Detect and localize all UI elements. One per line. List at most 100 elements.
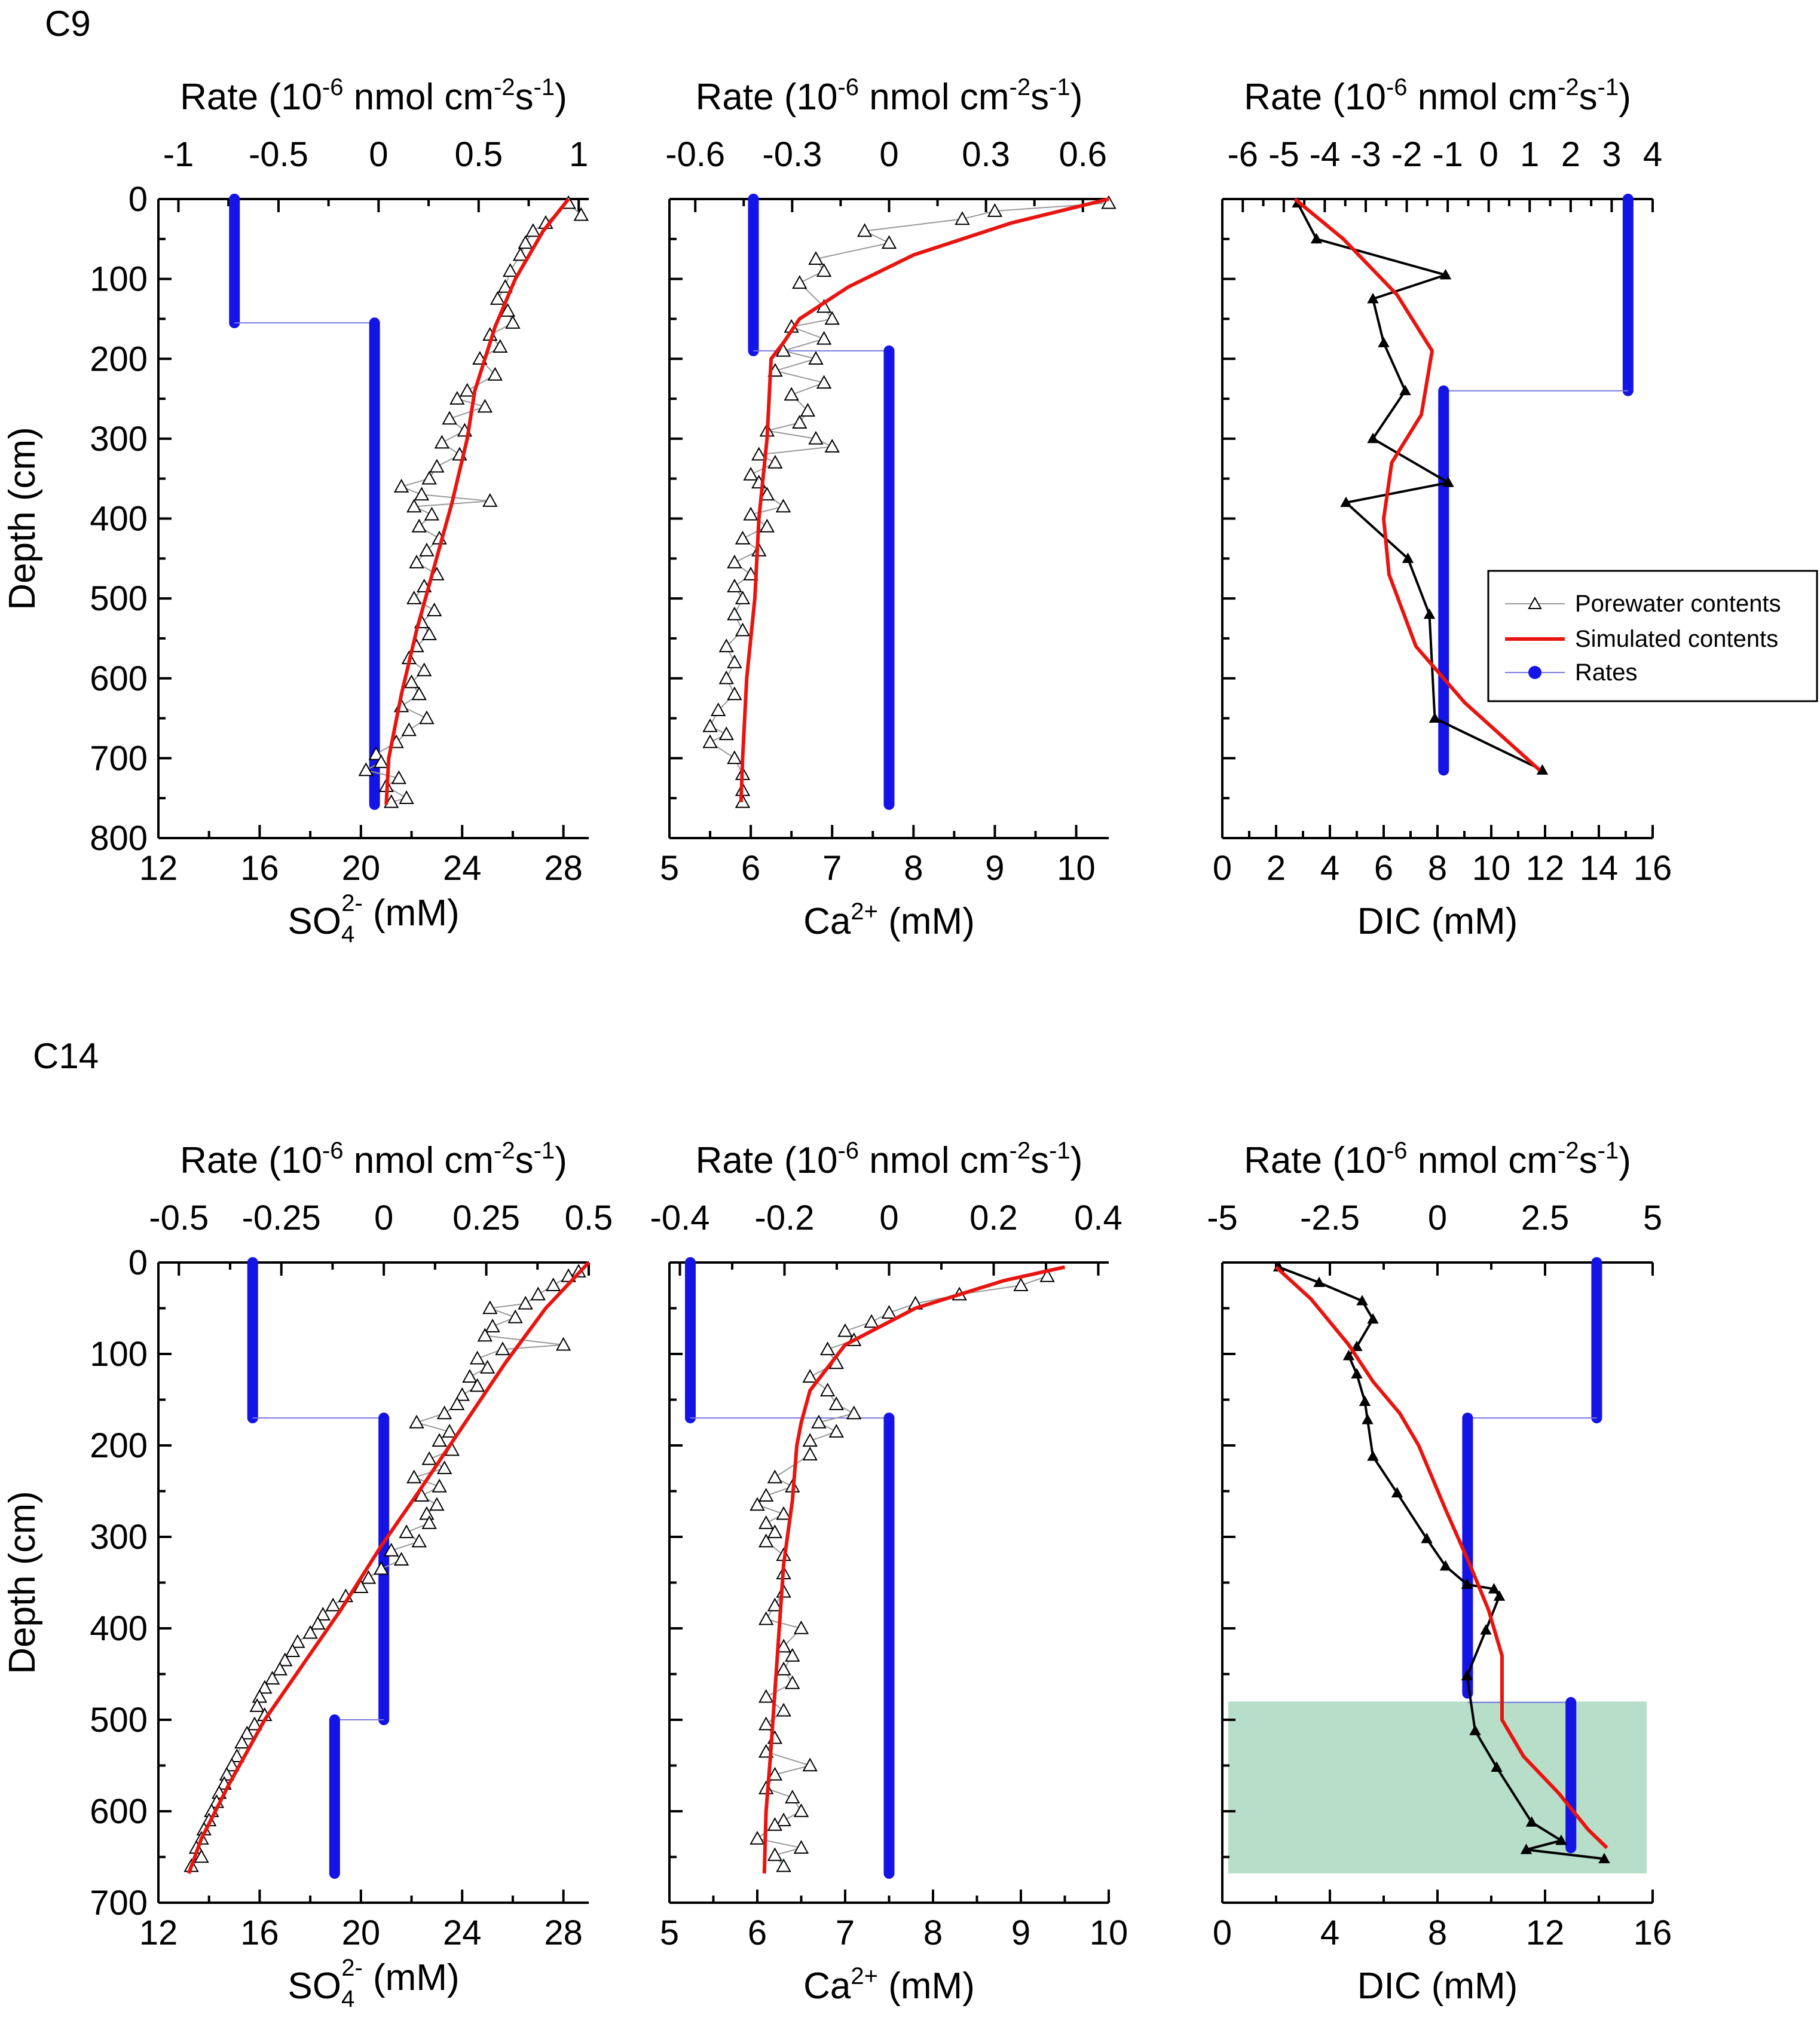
simulated-line (1274, 1265, 1608, 1850)
porewater-point (503, 263, 518, 277)
rate-tick-label: 0.2 (969, 1199, 1018, 1237)
porewater-line (755, 1276, 1048, 1867)
porewater-point (485, 1319, 500, 1332)
porewater-point (434, 435, 450, 449)
simulated-line (762, 1265, 1066, 1874)
simulated-line (384, 198, 570, 805)
porewater-point (462, 1369, 478, 1383)
rate-axis-title-part: ) (1070, 1140, 1083, 1181)
porewater-point (1442, 476, 1454, 487)
porewater-point (264, 1671, 280, 1685)
porewater-point (819, 1341, 836, 1356)
porewater-point (767, 454, 783, 469)
legend-porewater-label: Porewater contents (1575, 591, 1781, 617)
porewater-point (358, 762, 374, 777)
x-tick-label: 24 (443, 849, 482, 888)
rate-axis-title-part: nmol cm (344, 77, 494, 118)
simulated-line (187, 1261, 591, 1875)
panel-c14-so4: 0 100 200 300 400 500 600 700 Depth (cm) 12 16 20 24… (2, 1138, 613, 2012)
rate-tick-label: -0.2 (755, 1199, 815, 1237)
porewater-point (808, 430, 824, 445)
y-tick-label: 500 (90, 1701, 148, 1740)
porewater-point (512, 247, 528, 261)
x-axis-title-part: DIC (mM) (1357, 1965, 1518, 2007)
y-tick-label: 0 (129, 1243, 148, 1282)
rate-tick-label: 1 (569, 135, 588, 174)
porewater-point (247, 1716, 262, 1731)
porewater-point (460, 383, 475, 397)
x-axis-title-part: SO (287, 901, 341, 942)
porewater-point (1367, 292, 1379, 304)
porewater-point (776, 1702, 791, 1717)
rate-axis-title-part: -6 (837, 1138, 859, 1164)
x-axis-title-part: SO (287, 1965, 341, 2007)
rate-axis-title-part: s (1030, 77, 1049, 118)
porewater-point (285, 1643, 301, 1658)
x-tick-label: 20 (342, 849, 381, 888)
rate-tick-label: 0.5 (565, 1199, 613, 1237)
porewater-point (419, 1506, 435, 1520)
porewater-point (758, 1716, 774, 1731)
porewater-point (219, 1766, 235, 1781)
rate-axis-title-part: -1 (534, 74, 555, 100)
highlight-band (1228, 1701, 1647, 1874)
porewater-point (824, 311, 840, 325)
site-label-c14: C14 (33, 1036, 99, 1076)
porewater-point (449, 391, 465, 405)
y-tick-label: 300 (90, 420, 148, 458)
porewater-point (436, 1460, 452, 1475)
x-axis-title-part: Ca (803, 1965, 851, 2007)
porewater-point (735, 530, 751, 545)
rate-axis-title-part: nmol cm (1408, 1140, 1558, 1181)
porewater-point (1101, 195, 1117, 209)
rate-tick-label: 5 (1643, 1199, 1662, 1237)
porewater-point (411, 686, 427, 701)
y-tick-label: 700 (90, 739, 148, 778)
y-tick-label: 400 (90, 500, 148, 539)
porewater-point (793, 1803, 809, 1817)
rate-axis-title-part: nmol cm (859, 77, 1009, 118)
rate-axis-title-part: ) (1619, 1140, 1631, 1181)
porewater-point (735, 622, 751, 637)
rate-tick-label: 1 (1520, 135, 1539, 174)
rate-tick-label: -1 (1432, 135, 1463, 174)
porewater-point (426, 603, 442, 616)
porewater-point (727, 554, 742, 568)
rate-axis-title: Rate (10-6 nmol cm-2s-1) (180, 1138, 567, 1181)
x-axis-title-part: DIC (mM) (1357, 901, 1518, 942)
porewater-point (802, 1433, 818, 1447)
rate-tick-label: 3 (1602, 135, 1621, 174)
rate-axis-title-part: Rate (10 (696, 1140, 838, 1181)
porewater-point (816, 263, 832, 277)
porewater-point (1525, 1816, 1538, 1827)
porewater-point (816, 375, 832, 389)
porewater-point (487, 366, 503, 381)
porewater-point (393, 478, 409, 493)
y-tick-label: 400 (90, 1609, 148, 1648)
x-axis-title-part: (mM) (878, 1965, 975, 2007)
porewater-point (727, 750, 742, 765)
porewater-point (743, 466, 758, 481)
x-axis-title-part: 2+ (851, 898, 878, 925)
porewater-point (1310, 233, 1323, 244)
site-label-c9: C9 (45, 4, 91, 44)
x-tick-label: 9 (1011, 1913, 1030, 1952)
porewater-point (409, 1414, 424, 1429)
porewater-point (718, 670, 734, 684)
porewater-point (555, 1337, 571, 1351)
x-axis-title: SO4 2- (mM) (287, 1955, 459, 2012)
porewater-point (482, 1300, 498, 1315)
porewater-point (406, 499, 422, 513)
porewater-point (493, 339, 508, 353)
x-axis-title-part: 2- (341, 1955, 363, 1981)
porewater-point (1439, 1560, 1452, 1571)
porewater-point (490, 291, 506, 305)
rate-axis-title-part: ) (1070, 77, 1083, 118)
x-axis-title: DIC (mM) (1357, 901, 1518, 942)
rate-axis-title-part: -1 (1598, 1138, 1619, 1164)
porewater-point (1555, 1834, 1567, 1845)
